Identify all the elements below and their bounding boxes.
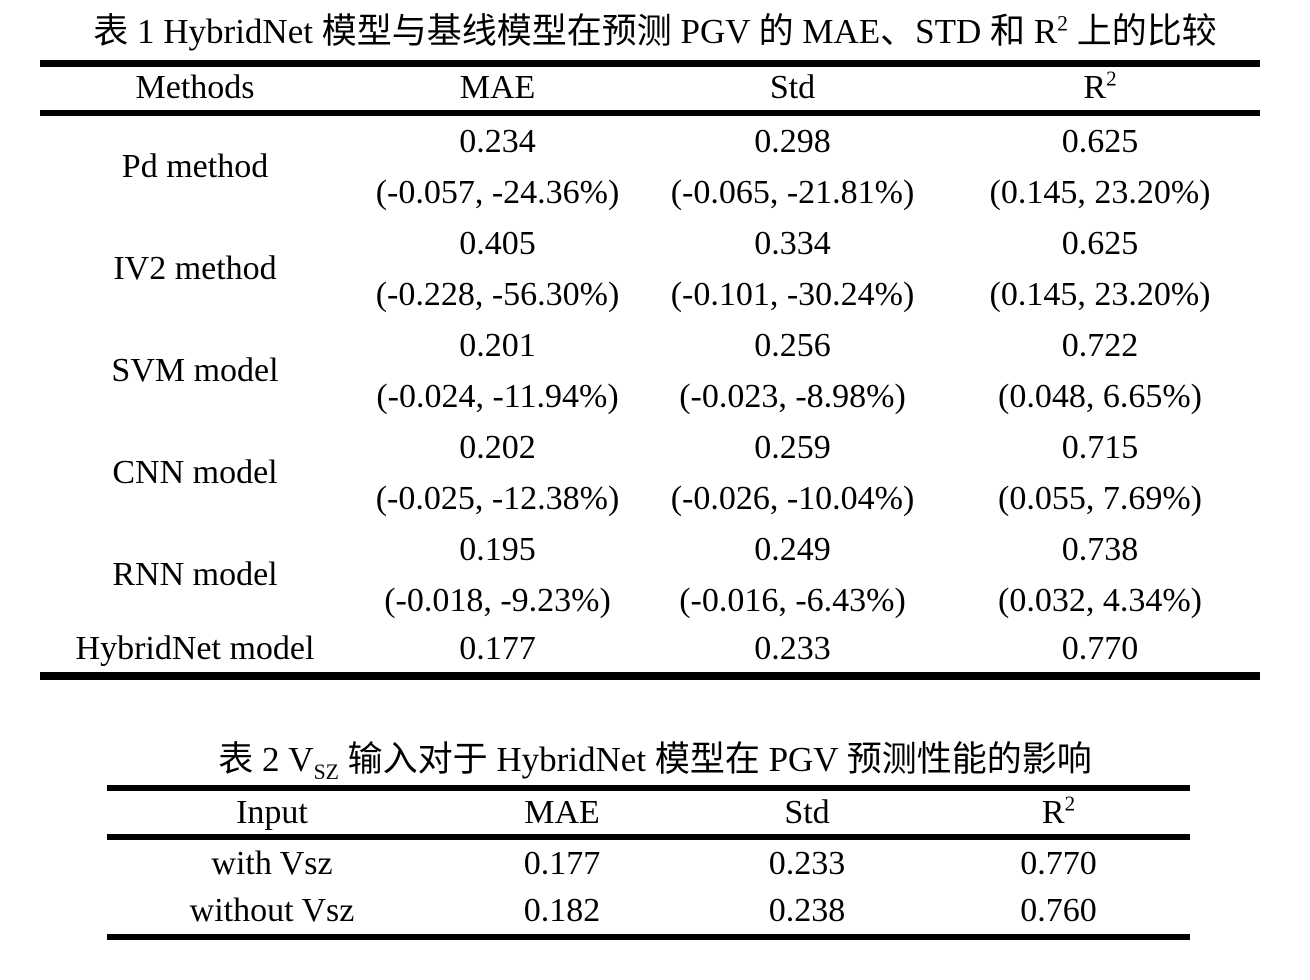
table2-caption-subscript: SZ (313, 760, 339, 784)
table2-caption-text: 表 2 V (218, 740, 314, 779)
std-value: 0.259 (754, 428, 831, 466)
mae-value: 0.405 (459, 224, 536, 262)
mae-delta: (-0.228, -56.30%) (375, 275, 620, 313)
std-value: 0.334 (754, 224, 831, 262)
mae-delta: (-0.025, -12.38%) (375, 479, 620, 517)
std-delta: (-0.026, -10.04%) (670, 479, 915, 517)
input-cell: with Vsz (211, 844, 333, 882)
mae-value: 0.202 (459, 428, 536, 466)
mae-cell: 0.177 (523, 844, 601, 882)
mae-cell: 0.234 (-0.057, -24.36%) (350, 113, 645, 218)
table2-header-row: Input MAE Std R2 (107, 788, 1190, 837)
method-cell: SVM model (111, 351, 279, 389)
std-delta: (-0.016, -6.43%) (679, 581, 906, 619)
std-cell: 0.238 (768, 891, 846, 929)
table-row-iv2-method: IV2 method 0.405 (-0.228, -56.30%) 0.334… (40, 218, 1260, 320)
mae-cell: 0.182 (523, 891, 601, 929)
table1-caption-text: 表 1 HybridNet 模型与基线模型在预测 PGV 的 MAE、STD 和… (93, 12, 1058, 51)
r2-superscript: 2 (1106, 66, 1117, 91)
table1-model-comparison: Methods MAE Std R2 Pd method 0.234 (-0.0… (40, 60, 1260, 680)
method-cell: IV2 method (113, 249, 277, 287)
std-cell: 0.249 (-0.016, -6.43%) (645, 524, 940, 626)
r2-superscript: 2 (1064, 791, 1076, 816)
table1-caption-text-suffix: 上的比较 (1067, 12, 1217, 51)
r2-cell: 0.738 (0.032, 4.34%) (940, 524, 1260, 626)
std-cell: 0.233 (754, 629, 831, 667)
std-delta: (-0.065, -21.81%) (670, 173, 915, 211)
table2-header-r2: R2 (927, 788, 1190, 837)
r2-value: 0.738 (1061, 530, 1139, 568)
table-row-rnn-model: RNN model 0.195 (-0.018, -9.23%) 0.249 (… (40, 524, 1260, 626)
table2-caption-text-suffix: 输入对于 HybridNet 模型在 PGV 预测性能的影响 (338, 740, 1092, 779)
table-row-svm-model: SVM model 0.201 (-0.024, -11.94%) 0.256 … (40, 320, 1260, 422)
std-delta: (-0.101, -30.24%) (670, 275, 915, 313)
r2-label: R (1041, 793, 1065, 831)
r2-delta: (0.048, 6.65%) (998, 377, 1202, 415)
r2-cell: 0.625 (0.145, 23.20%) (940, 218, 1260, 320)
std-value: 0.256 (754, 326, 831, 364)
table1-header-r2: R2 (940, 64, 1260, 113)
r2-cell: 0.722 (0.048, 6.65%) (940, 320, 1260, 422)
table-row-cnn-model: CNN model 0.202 (-0.025, -12.38%) 0.259 … (40, 422, 1260, 524)
table1-header-std: Std (769, 69, 816, 107)
table2-vsz-ablation: Input MAE Std R2 with Vsz 0.177 0.233 0.… (107, 785, 1190, 940)
std-value: 0.298 (754, 122, 831, 160)
std-value: 0.249 (754, 530, 831, 568)
mae-value: 0.201 (459, 326, 536, 364)
mae-value: 0.195 (459, 530, 536, 568)
r2-delta: (0.145, 23.20%) (989, 173, 1211, 211)
mae-value: 0.234 (459, 122, 536, 160)
table-row-hybridnet-model: HybridNet model 0.177 0.233 0.770 (40, 626, 1260, 676)
r2-cell: 0.625 (0.145, 23.20%) (940, 113, 1260, 218)
r2-cell: 0.770 (1020, 844, 1097, 882)
table1-caption: 表 1 HybridNet 模型与基线模型在预测 PGV 的 MAE、STD 和… (0, 8, 1310, 56)
table2-header-std: Std (784, 793, 830, 831)
table1-header-row: Methods MAE Std R2 (40, 64, 1260, 113)
table-row-with-vsz: with Vsz 0.177 0.233 0.770 (107, 837, 1190, 887)
mae-cell: 0.405 (-0.228, -56.30%) (350, 218, 645, 320)
r2-value: 0.625 (1061, 224, 1139, 262)
mae-cell: 0.201 (-0.024, -11.94%) (350, 320, 645, 422)
mae-delta: (-0.018, -9.23%) (384, 581, 611, 619)
r2-value: 0.722 (1061, 326, 1139, 364)
std-cell: 0.256 (-0.023, -8.98%) (645, 320, 940, 422)
mae-cell: 0.195 (-0.018, -9.23%) (350, 524, 645, 626)
table2-header-input: Input (236, 793, 308, 831)
input-cell: without Vsz (189, 891, 355, 929)
r2-cell: 0.770 (1061, 629, 1139, 667)
r2-cell: 0.760 (1020, 891, 1097, 929)
std-cell: 0.259 (-0.026, -10.04%) (645, 422, 940, 524)
table2-caption: 表 2 VSZ 输入对于 HybridNet 模型在 PGV 预测性能的影响 (0, 736, 1310, 784)
r2-value: 0.715 (1061, 428, 1139, 466)
std-cell: 0.233 (768, 844, 846, 882)
mae-delta: (-0.024, -11.94%) (376, 377, 619, 415)
r2-delta: (0.055, 7.69%) (998, 479, 1202, 517)
std-delta: (-0.023, -8.98%) (679, 377, 906, 415)
table-row-pd-method: Pd method 0.234 (-0.057, -24.36%) 0.298 … (40, 113, 1260, 218)
table1-header-methods: Methods (135, 69, 255, 107)
r2-label: R (1083, 69, 1107, 107)
mae-cell: 0.177 (459, 629, 536, 667)
table1-header-mae: MAE (459, 69, 536, 107)
table-row-without-vsz: without Vsz 0.182 0.238 0.760 (107, 887, 1190, 937)
method-cell: HybridNet model (75, 629, 315, 667)
mae-cell: 0.202 (-0.025, -12.38%) (350, 422, 645, 524)
r2-cell: 0.715 (0.055, 7.69%) (940, 422, 1260, 524)
std-cell: 0.334 (-0.101, -30.24%) (645, 218, 940, 320)
method-cell: CNN model (112, 453, 278, 491)
r2-delta: (0.145, 23.20%) (989, 275, 1211, 313)
method-cell: RNN model (112, 555, 278, 593)
mae-delta: (-0.057, -24.36%) (375, 173, 620, 211)
table1-caption-superscript: 2 (1057, 11, 1068, 36)
r2-value: 0.625 (1061, 122, 1139, 160)
r2-delta: (0.032, 4.34%) (998, 581, 1202, 619)
table2-header-mae: MAE (524, 793, 600, 831)
std-cell: 0.298 (-0.065, -21.81%) (645, 113, 940, 218)
method-cell: Pd method (121, 147, 269, 185)
